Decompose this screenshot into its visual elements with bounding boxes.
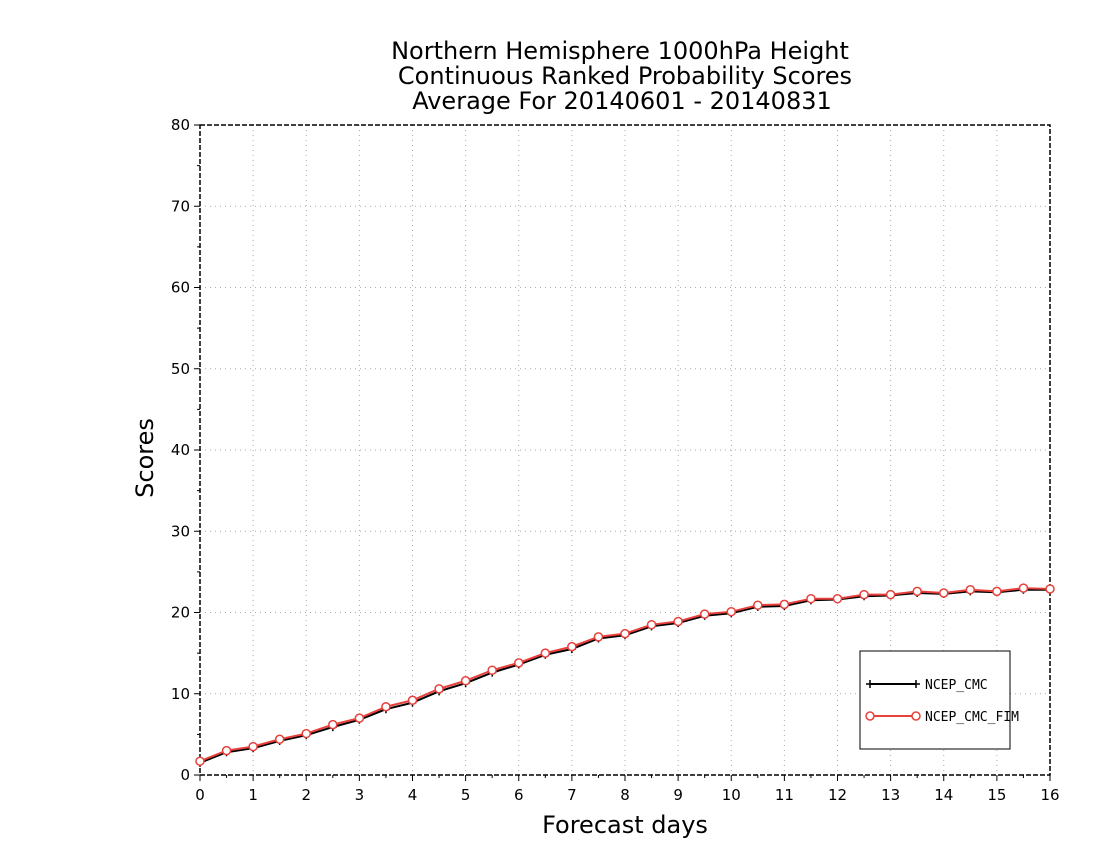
data-point <box>832 593 843 604</box>
x-tick-label: 8 <box>620 786 630 804</box>
data-point <box>328 719 338 730</box>
grid-lines <box>200 125 1050 775</box>
y-axis-label: Scores <box>131 418 159 498</box>
y-tick-label: 80 <box>171 116 190 134</box>
data-point <box>248 741 258 752</box>
legend-marker <box>866 680 874 688</box>
y-tick-label: 30 <box>171 522 190 540</box>
x-tick-label: 12 <box>828 786 847 804</box>
legend-item: NCEP_CMC <box>866 678 988 693</box>
x-tick-label: 16 <box>1040 786 1059 804</box>
data-point <box>620 628 630 639</box>
x-tick-label: 11 <box>775 786 794 804</box>
data-point <box>460 676 471 686</box>
data-point <box>381 702 391 712</box>
x-tick-label: 4 <box>408 786 418 804</box>
data-point <box>779 599 790 610</box>
data-point <box>992 586 1002 597</box>
data-point <box>912 586 922 597</box>
legend: NCEP_CMC NCEP_CMC_FIM <box>859 650 1019 750</box>
chart-title-line-1: Northern Hemisphere 1000hPa Height <box>391 37 849 65</box>
x-tick-label: 2 <box>301 786 311 804</box>
y-tick-label: 40 <box>171 441 190 459</box>
data-point <box>965 585 976 595</box>
legend-marker <box>865 711 875 721</box>
legend-box <box>859 650 1011 750</box>
data-point <box>221 745 232 756</box>
legend-label: NCEP_CMC_FIM <box>925 710 1019 725</box>
legend-marker <box>912 680 920 688</box>
x-tick-label: 7 <box>567 786 577 804</box>
data-point <box>859 589 869 600</box>
data-point <box>1045 584 1055 594</box>
data-point <box>646 619 657 630</box>
x-tick-label: 0 <box>195 786 205 804</box>
series-ncep-cmc-fim <box>195 583 1055 766</box>
y-tick-label: 10 <box>171 685 190 703</box>
x-axis-label: Forecast days <box>542 811 708 839</box>
data-point <box>567 641 577 652</box>
data-point <box>726 606 736 617</box>
x-tick-label: 6 <box>514 786 524 804</box>
y-tick-label: 0 <box>180 766 190 784</box>
y-tick-label: 70 <box>171 197 190 215</box>
x-tick-label: 1 <box>248 786 258 804</box>
data-point <box>514 658 524 668</box>
data-point <box>407 695 418 705</box>
x-tick-label: 14 <box>934 786 953 804</box>
data-point <box>274 734 285 744</box>
axis-ticks: 0 1 2 3 4 5 6 7 8 9 10 11 12 13 14 15 160102030405060708… <box>171 116 1060 804</box>
x-tick-label: 10 <box>722 786 741 804</box>
y-tick-label: 60 <box>171 279 190 297</box>
chart-title-line-2: Continuous Ranked Probability Scores <box>398 62 852 90</box>
data-point <box>806 593 816 604</box>
data-point <box>1018 583 1029 593</box>
x-tick-label: 13 <box>881 786 900 804</box>
x-tick-label: 3 <box>355 786 365 804</box>
y-tick-label: 20 <box>171 604 190 622</box>
x-tick-label: 9 <box>673 786 683 804</box>
legend-marker <box>911 711 921 721</box>
series-group <box>195 583 1055 767</box>
data-point <box>434 684 444 694</box>
chart-title-line-3: Average For 20140601 - 20140831 <box>412 87 832 115</box>
legend-item: NCEP_CMC_FIM <box>865 710 1019 725</box>
data-point <box>540 648 551 658</box>
data-point <box>354 713 365 723</box>
y-tick-label: 50 <box>171 360 190 378</box>
data-point <box>939 588 949 598</box>
data-point <box>487 665 497 675</box>
data-point <box>885 589 896 600</box>
data-point <box>301 728 311 739</box>
data-point <box>195 756 205 766</box>
data-point <box>699 609 710 619</box>
data-point <box>593 632 604 642</box>
legend-items: NCEP_CMC NCEP_CMC_FIM <box>865 678 1019 725</box>
x-tick-label: 5 <box>461 786 471 804</box>
data-point <box>673 616 683 627</box>
legend-label: NCEP_CMC <box>925 678 988 693</box>
x-tick-label: 15 <box>987 786 1006 804</box>
data-point <box>753 600 763 610</box>
